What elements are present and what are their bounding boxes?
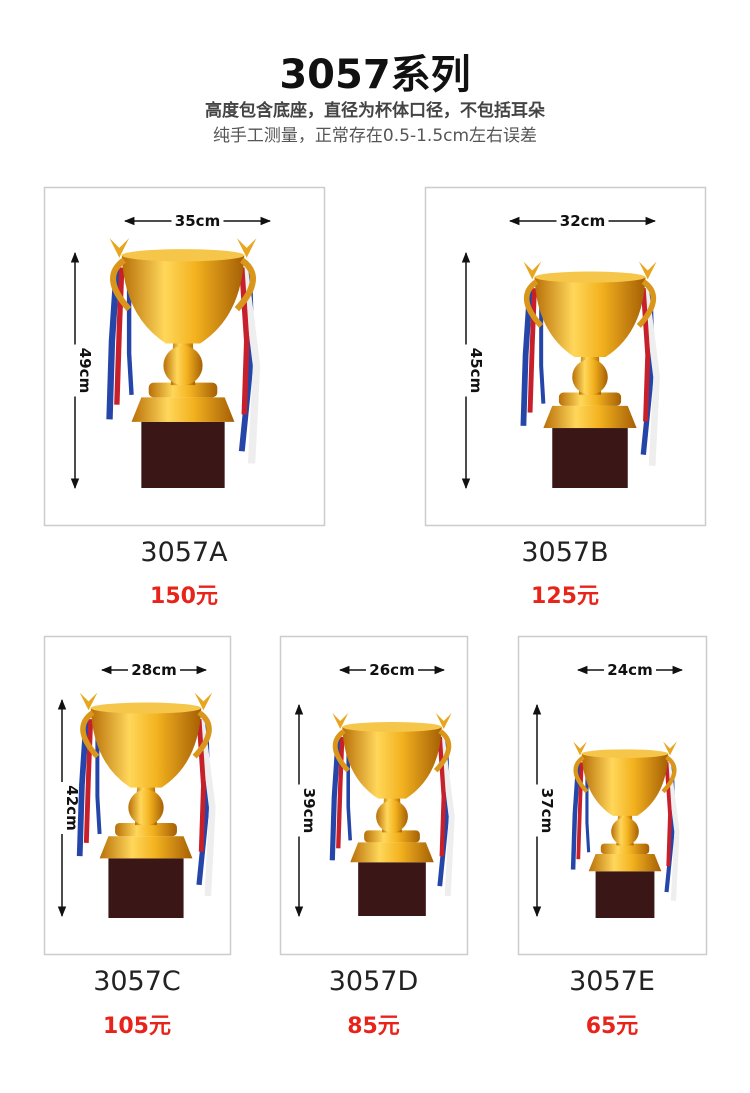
price: 105元 bbox=[103, 1014, 171, 1039]
ribbon bbox=[642, 287, 660, 466]
ribbon bbox=[640, 288, 651, 422]
ribbon bbox=[437, 736, 446, 857]
trophy-image bbox=[76, 692, 216, 918]
trophy-ring bbox=[148, 382, 218, 398]
trophy-base bbox=[595, 871, 655, 918]
trophy-cup bbox=[90, 708, 202, 788]
price: 150元 bbox=[150, 584, 218, 609]
model-name: 3057B bbox=[521, 537, 609, 568]
ribbon bbox=[438, 736, 455, 897]
trophy-foot bbox=[588, 853, 662, 872]
page-title: 3057系列 bbox=[279, 52, 471, 98]
trophy-knob bbox=[611, 817, 639, 846]
product-card: 32cm 45cm bbox=[424, 186, 707, 527]
product-card: 26cm 39cm bbox=[279, 635, 469, 956]
trophy-foot bbox=[350, 842, 434, 863]
trophy-cup bbox=[121, 255, 245, 344]
width-label: 32cm bbox=[560, 212, 605, 230]
height-label: 45cm bbox=[467, 348, 485, 393]
trophy-image bbox=[106, 238, 261, 488]
cup-rim bbox=[342, 721, 442, 732]
cup-rim bbox=[90, 702, 202, 714]
price: 65元 bbox=[585, 1014, 639, 1039]
trophy-handle bbox=[636, 279, 657, 328]
trophy-knob bbox=[376, 800, 408, 833]
trophy-knob bbox=[572, 359, 608, 395]
ribbon bbox=[576, 762, 584, 860]
trophy-ring bbox=[600, 843, 650, 854]
subtitle: 高度包含底座，直径为杯体口径，不包括耳朵 bbox=[205, 101, 545, 121]
trophy-handle bbox=[573, 755, 589, 794]
trophy-ear bbox=[236, 238, 257, 258]
ribbon bbox=[197, 718, 216, 897]
ribbon bbox=[196, 718, 206, 852]
trophy-image bbox=[520, 261, 660, 488]
trophy-cup bbox=[581, 753, 669, 816]
trophy-ear bbox=[523, 261, 542, 280]
trophy-cup bbox=[534, 277, 646, 358]
trophy-knob bbox=[163, 345, 203, 386]
cup-rim bbox=[534, 271, 646, 283]
trophy-knob bbox=[128, 789, 164, 826]
ribbon bbox=[239, 267, 250, 415]
model-name: 3057D bbox=[328, 966, 419, 997]
trophy-handle bbox=[80, 710, 100, 759]
price: 125元 bbox=[531, 584, 599, 609]
trophy-ring bbox=[558, 392, 622, 406]
trophy-foot bbox=[131, 397, 235, 422]
trophy-handle bbox=[523, 279, 544, 328]
trophy-ear bbox=[638, 261, 657, 280]
model-name: 3057E bbox=[569, 966, 655, 997]
cup-rim bbox=[121, 249, 245, 262]
product-card: 24cm 37cm bbox=[517, 635, 708, 956]
ribbon bbox=[527, 288, 537, 413]
trophy-handle bbox=[433, 728, 452, 773]
trophy-handle bbox=[192, 710, 212, 759]
product-card: 28cm 42cm bbox=[43, 635, 232, 956]
trophy-base bbox=[141, 421, 225, 488]
height-label: 37cm bbox=[538, 788, 556, 833]
height-label: 42cm bbox=[63, 785, 81, 830]
height-label: 49cm bbox=[76, 348, 94, 393]
model-name: 3057C bbox=[93, 966, 181, 997]
ribbon bbox=[665, 761, 680, 901]
ribbon bbox=[664, 762, 672, 867]
ribbon bbox=[240, 267, 261, 464]
trophy-cup bbox=[342, 726, 442, 799]
trophy-image bbox=[570, 741, 680, 918]
model-name: 3057A bbox=[140, 537, 228, 568]
trophy-base bbox=[108, 858, 184, 918]
ribbon bbox=[336, 736, 345, 849]
trophy-base bbox=[358, 862, 426, 916]
ribbon bbox=[114, 267, 125, 405]
trophy-foot bbox=[99, 836, 193, 859]
width-label: 24cm bbox=[607, 661, 652, 679]
trophy-ring bbox=[115, 822, 177, 837]
trophy-handle bbox=[110, 257, 132, 312]
width-label: 35cm bbox=[175, 212, 220, 230]
cup-rim bbox=[581, 749, 669, 758]
trophy-ring bbox=[364, 830, 420, 843]
ribbon bbox=[83, 719, 94, 843]
trophy-handle bbox=[332, 728, 351, 773]
trophy-ear bbox=[79, 692, 98, 711]
price: 85元 bbox=[347, 1014, 400, 1039]
trophy-handle bbox=[234, 257, 256, 312]
width-label: 28cm bbox=[131, 661, 176, 679]
note: 纯手工测量，正常存在0.5-1.5cm左右误差 bbox=[212, 126, 538, 146]
trophy-handle bbox=[661, 755, 677, 794]
height-label: 39cm bbox=[300, 788, 318, 833]
width-label: 26cm bbox=[369, 661, 414, 679]
product-card: 35cm 49cm bbox=[43, 186, 326, 527]
trophy-ear bbox=[194, 692, 213, 711]
trophy-base bbox=[552, 428, 628, 488]
trophy-foot bbox=[543, 405, 637, 429]
